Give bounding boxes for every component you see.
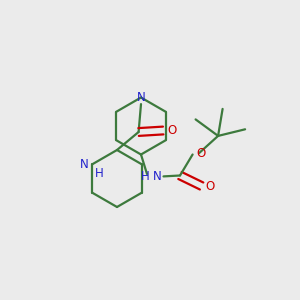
Text: N: N	[136, 91, 146, 104]
Text: O: O	[196, 146, 206, 160]
Text: H: H	[141, 170, 150, 183]
Text: O: O	[206, 179, 214, 193]
Text: N: N	[80, 158, 88, 171]
Text: N: N	[153, 170, 162, 183]
Text: H: H	[94, 167, 103, 180]
Text: O: O	[167, 124, 176, 137]
